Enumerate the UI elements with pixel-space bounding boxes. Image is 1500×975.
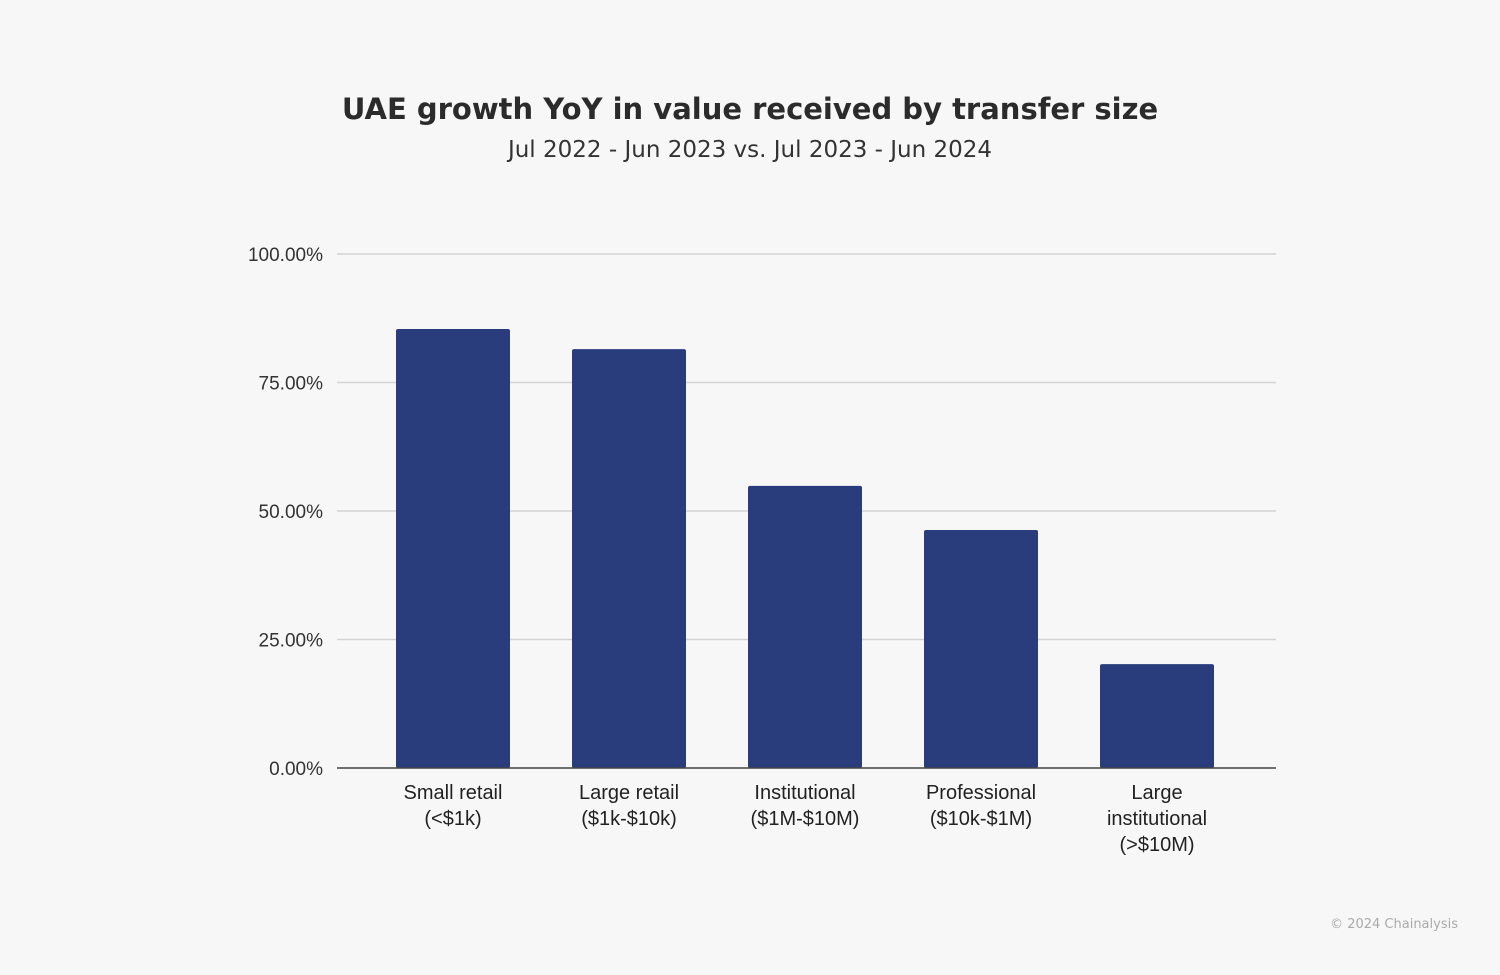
bar [572, 349, 686, 768]
y-tick-label: 75.00% [259, 374, 324, 395]
x-tick-label: Small retail (<$1k) [404, 782, 503, 830]
y-tick-label: 0.00% [269, 759, 323, 780]
bar [748, 485, 862, 768]
copyright-footer: © 2024 Chainalysis [1330, 917, 1458, 932]
bar [924, 530, 1038, 768]
bar [396, 329, 510, 768]
x-tick-label: Large retail ($1k-$10k) [579, 782, 679, 830]
x-tick-label: Large institutional (>$10M) [1107, 782, 1207, 856]
chart-subtitle: Jul 2022 - Jun 2023 vs. Jul 2023 - Jun 2… [507, 137, 993, 163]
y-tick-label: 100.00% [248, 245, 323, 266]
x-tick-label: Institutional ($1M-$10M) [751, 782, 860, 830]
chart-title: UAE growth YoY in value received by tran… [341, 92, 1159, 126]
bar [1100, 664, 1214, 768]
y-tick-label: 50.00% [259, 502, 324, 523]
y-tick-label: 25.00% [259, 631, 324, 652]
x-tick-label: Professional ($10k-$1M) [926, 782, 1036, 830]
